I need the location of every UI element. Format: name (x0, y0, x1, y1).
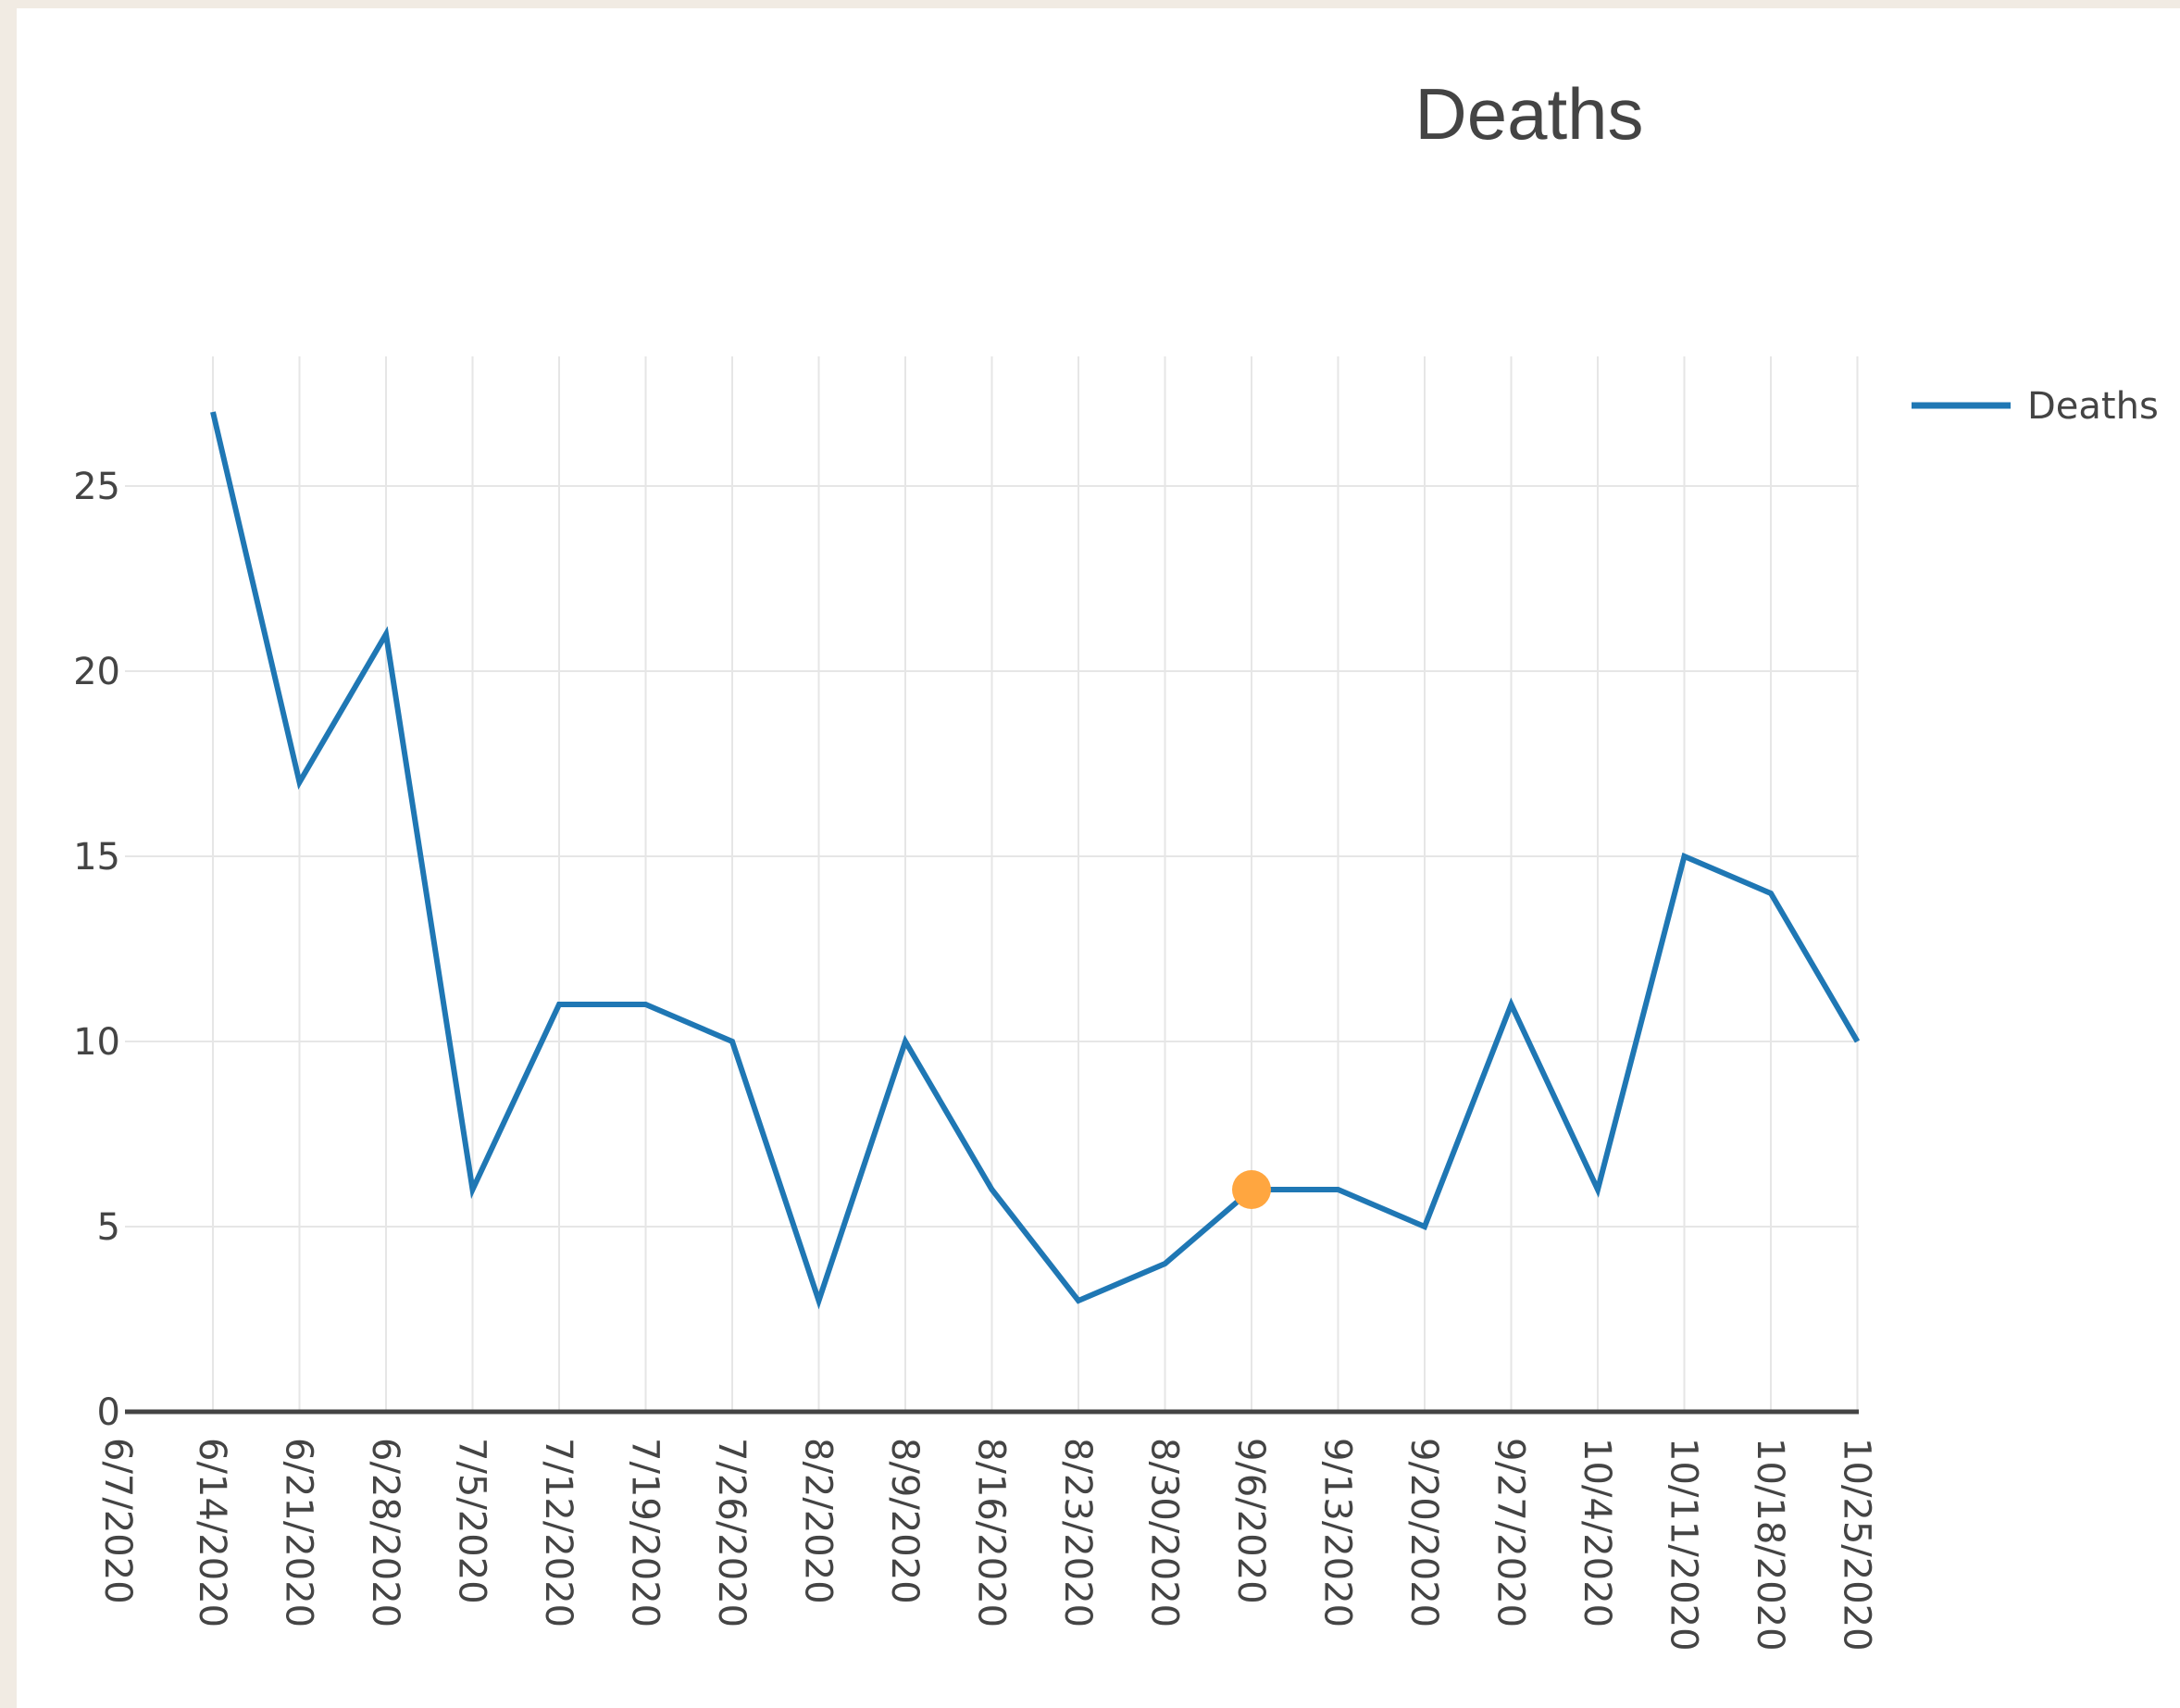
x-tick-label: 8/2/2020 (797, 1438, 840, 1604)
plot-area (210, 411, 1861, 1310)
x-tick-label: 10/11/2020 (1663, 1438, 1705, 1652)
y-tick-label: 15 (73, 836, 120, 879)
page-frame (17, 8, 2180, 1708)
highlight-marker[interactable] (1232, 1170, 1271, 1209)
grid (125, 356, 1859, 1412)
legend-label-deaths: Deaths (2027, 385, 2159, 428)
x-tick-label: 6/28/2020 (364, 1438, 406, 1627)
y-tick-label: 25 (73, 466, 120, 508)
x-tick-label: 9/13/2020 (1316, 1438, 1359, 1627)
x-tick-label: 8/9/2020 (883, 1438, 926, 1604)
x-tick-label: 8/23/2020 (1056, 1438, 1099, 1627)
x-tick-label: 10/25/2020 (1836, 1438, 1878, 1652)
y-axis: 0 5 10 15 20 25 (73, 466, 120, 1434)
x-tick-label: 10/18/2020 (1749, 1438, 1791, 1652)
x-tick-label: 9/20/2020 (1402, 1438, 1445, 1627)
x-tick-label: 6/21/2020 (278, 1438, 320, 1627)
x-tick-label: 8/16/2020 (970, 1438, 1013, 1627)
x-tick-label: 7/12/2020 (537, 1438, 579, 1627)
x-axis: 6/7/2020 6/14/2020 6/21/2020 6/28/2020 7/5/2… (96, 1409, 1878, 1652)
series-line-deaths[interactable] (210, 411, 1861, 1310)
legend[interactable]: Deaths (1912, 385, 2159, 428)
y-tick-label: 0 (97, 1391, 120, 1434)
y-tick-label: 20 (73, 651, 120, 693)
x-tick-label: 8/30/2020 (1143, 1438, 1186, 1627)
x-tick-label: 7/19/2020 (624, 1438, 666, 1627)
x-tick-label: 9/6/2020 (1229, 1438, 1272, 1604)
x-tick-label: 7/26/2020 (710, 1438, 753, 1627)
x-tick-label: 7/5/2020 (451, 1438, 493, 1604)
x-tick-label: 10/4/2020 (1576, 1438, 1618, 1627)
chart-title: Deaths (1414, 73, 1643, 155)
y-tick-label: 5 (97, 1206, 120, 1249)
x-tick-label: 6/14/2020 (191, 1438, 233, 1627)
y-tick-label: 10 (73, 1021, 120, 1064)
x-tick-label: 6/7/2020 (96, 1438, 139, 1604)
x-tick-label: 9/27/2020 (1489, 1438, 1532, 1627)
